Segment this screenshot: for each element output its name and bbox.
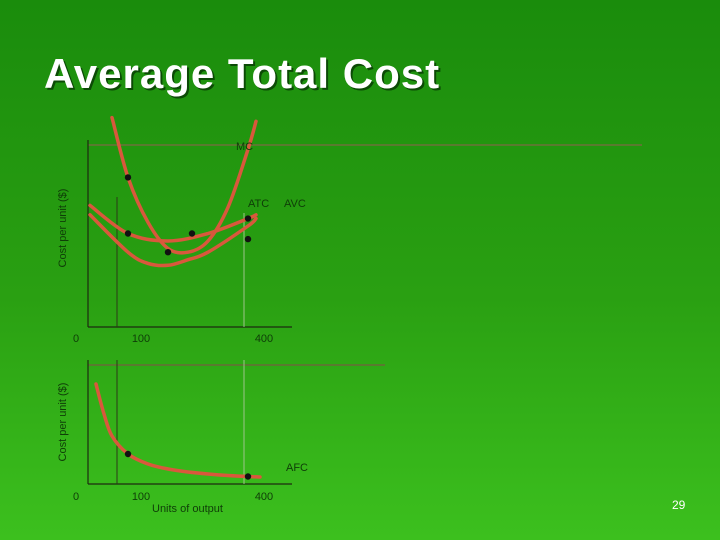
- data-point: [244, 235, 252, 243]
- afc-curve: [94, 382, 262, 479]
- data-point: [124, 230, 132, 237]
- atc-panel: Cost per unit ($) 0 100 400 MC ATC AVC: [57, 115, 642, 345]
- avc-curve: [88, 213, 258, 268]
- avc-label: AVC: [284, 198, 306, 210]
- afc-label: AFC: [286, 462, 308, 474]
- mc-label: MC: [236, 141, 253, 153]
- slide-title: Average Total Cost: [44, 50, 441, 97]
- data-point: [124, 174, 132, 181]
- top-points: [124, 174, 252, 256]
- top-x-tick-0: 0: [73, 333, 79, 345]
- bottom-x-tick-400: 400: [255, 491, 273, 503]
- bottom-points: [124, 450, 252, 480]
- top-x-tick-400: 400: [255, 333, 273, 345]
- slide-number: 29: [672, 498, 686, 512]
- bottom-x-axis-label: Units of output: [152, 503, 223, 515]
- atc-label: ATC: [248, 198, 269, 210]
- bottom-y-axis-label: Cost per unit ($): [57, 383, 69, 462]
- data-point: [164, 249, 172, 256]
- data-point: [188, 230, 196, 237]
- data-point: [244, 215, 252, 222]
- data-point: [244, 473, 252, 480]
- top-y-axis-label: Cost per unit ($): [57, 189, 69, 268]
- data-point: [124, 450, 132, 458]
- afc-panel: Cost per unit ($) 0 100 400 Units of out…: [57, 360, 385, 515]
- bottom-x-tick-100: 100: [132, 491, 150, 503]
- bottom-x-tick-0: 0: [73, 491, 79, 503]
- mc-curve: [110, 115, 258, 255]
- top-x-tick-100: 100: [132, 333, 150, 345]
